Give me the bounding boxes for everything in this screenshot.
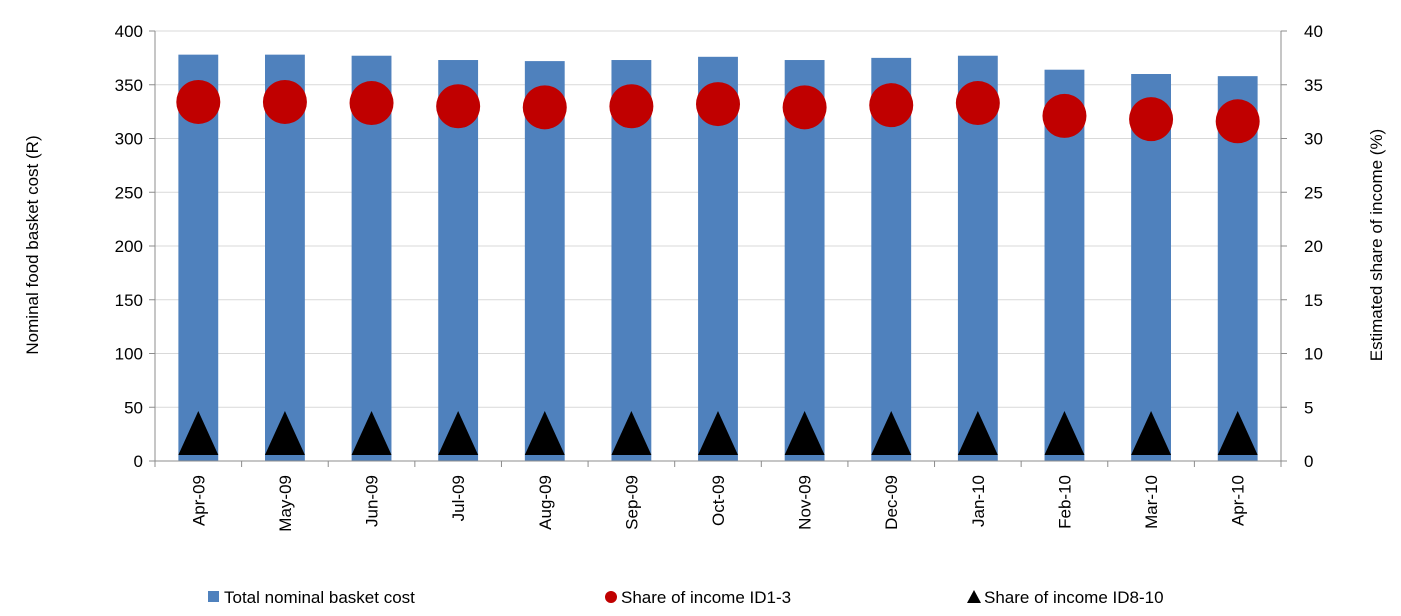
y-tick-label-left: 300 bbox=[115, 130, 143, 149]
marker-share-income-id1-3 bbox=[782, 85, 827, 130]
x-tick-label: Sep-09 bbox=[622, 475, 641, 530]
legend-label: Share of income ID1-3 bbox=[621, 588, 791, 607]
y-tick-label-right: 10 bbox=[1304, 345, 1323, 364]
marker-share-income-id1-3 bbox=[1129, 97, 1174, 142]
y-tick-label-left: 100 bbox=[115, 345, 143, 364]
y-tick-label-left: 200 bbox=[115, 237, 143, 256]
x-tick-label: Apr-09 bbox=[189, 475, 208, 526]
marker-share-income-id1-3 bbox=[522, 85, 567, 130]
marker-share-income-id1-3 bbox=[869, 83, 914, 128]
y-tick-label-right: 5 bbox=[1304, 398, 1313, 417]
marker-share-income-id1-3 bbox=[955, 81, 1000, 126]
legend-swatch-circle bbox=[605, 591, 617, 603]
x-tick-label: Dec-09 bbox=[882, 475, 901, 530]
x-tick-label: Aug-09 bbox=[536, 475, 555, 530]
tick-labels: 0 50 100 150 200 250 300 350 400 0 5 10 15 20 25 30 35 40… bbox=[115, 22, 1323, 532]
marker-share-income-id8-10 bbox=[351, 411, 392, 455]
y-tick-label-left: 0 bbox=[134, 452, 143, 471]
y-tick-label-right: 30 bbox=[1304, 130, 1323, 149]
y-tick-label-right: 40 bbox=[1304, 22, 1323, 41]
x-tick-label: Jan-10 bbox=[969, 475, 988, 527]
y-tick-label-right: 25 bbox=[1304, 183, 1323, 202]
y-tick-label-left: 250 bbox=[115, 183, 143, 202]
marker-share-income-id8-10 bbox=[871, 411, 912, 455]
legend-label: Share of income ID8-10 bbox=[984, 588, 1164, 607]
marker-share-income-id1-3 bbox=[609, 84, 654, 129]
y-tick-label-left: 150 bbox=[115, 291, 143, 310]
x-tick-label: Feb-10 bbox=[1055, 475, 1074, 529]
marker-share-income-id1-3 bbox=[349, 81, 394, 126]
marker-share-income-id8-10 bbox=[957, 411, 998, 455]
marker-share-income-id8-10 bbox=[1217, 411, 1258, 455]
legend-swatch-triangle bbox=[967, 590, 981, 603]
x-tick-label: Jun-09 bbox=[363, 475, 382, 527]
x-tick-label: Mar-10 bbox=[1142, 475, 1161, 529]
marker-share-income-id8-10 bbox=[178, 411, 219, 455]
bars bbox=[178, 54, 1258, 462]
x-tick-label: Apr-10 bbox=[1229, 475, 1248, 526]
y-axis-title-left: Nominal food basket cost (R) bbox=[23, 135, 42, 354]
marker-share-income-id1-3 bbox=[436, 84, 481, 129]
y-tick-label-right: 20 bbox=[1304, 237, 1323, 256]
marker-share-income-id8-10 bbox=[698, 411, 738, 455]
marker-share-income-id1-3 bbox=[1042, 93, 1087, 138]
y-tick-label-left: 350 bbox=[115, 76, 143, 95]
y-tick-label-right: 35 bbox=[1304, 76, 1323, 95]
marker-share-income-id1-3 bbox=[1215, 99, 1260, 144]
marker-share-income-id1-3 bbox=[262, 79, 307, 124]
x-tick-label: May-09 bbox=[276, 475, 295, 532]
marker-share-income-id8-10 bbox=[611, 411, 652, 455]
y-tick-label-left: 400 bbox=[115, 22, 143, 41]
marker-share-income-id8-10 bbox=[1131, 411, 1172, 455]
axes bbox=[149, 30, 1287, 467]
markers bbox=[176, 79, 1260, 455]
legend-swatch-bar bbox=[208, 591, 219, 602]
marker-share-income-id8-10 bbox=[524, 411, 565, 455]
marker-share-income-id1-3 bbox=[696, 82, 740, 127]
y-tick-label-right: 15 bbox=[1304, 291, 1323, 310]
x-tick-label: Nov-09 bbox=[796, 475, 815, 530]
legend: Total nominal basket cost Share of income… bbox=[208, 588, 1164, 607]
marker-share-income-id8-10 bbox=[784, 411, 825, 455]
legend-label: Total nominal basket cost bbox=[224, 588, 415, 607]
marker-share-income-id8-10 bbox=[1044, 411, 1085, 455]
marker-share-income-id8-10 bbox=[264, 411, 305, 455]
y-axis-title-right: Estimated share of income (%) bbox=[1367, 129, 1386, 361]
marker-share-income-id8-10 bbox=[438, 411, 479, 455]
y-tick-label-right: 0 bbox=[1304, 452, 1313, 471]
marker-share-income-id1-3 bbox=[176, 79, 221, 124]
x-tick-label: Oct-09 bbox=[709, 475, 728, 526]
x-tick-label: Jul-09 bbox=[449, 475, 468, 521]
y-tick-label-left: 50 bbox=[124, 398, 143, 417]
